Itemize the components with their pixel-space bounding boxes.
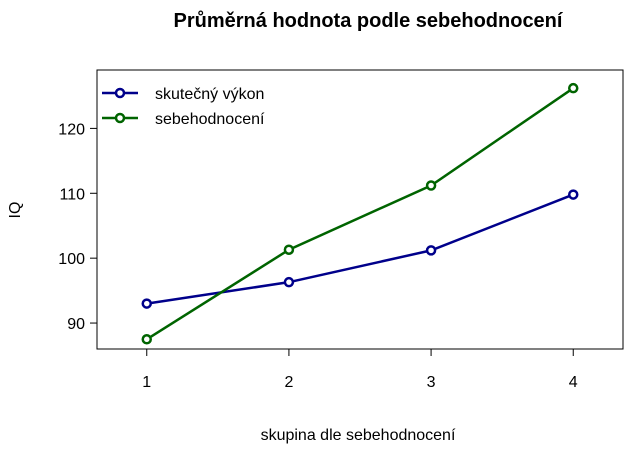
legend-label-1: skutečný výkon (155, 86, 264, 103)
chart-title: Průměrná hodnota podle sebehodnocení (174, 10, 564, 32)
legend-marker-2 (114, 112, 126, 124)
series-1-point-2 (283, 276, 295, 288)
legend-label-2: sebehodnocení (155, 111, 265, 128)
series-2-point-1 (141, 334, 153, 345)
series-2-point-2 (283, 244, 295, 255)
series-1-point-3 (425, 245, 437, 256)
x-axis: 1 2 3 4 (142, 349, 578, 391)
x-tick-label-2: 2 (284, 374, 293, 391)
series-2-point-3 (425, 180, 437, 191)
legend: skutečný výkon sebehodnocení (102, 86, 265, 128)
x-tick-label-3: 3 (427, 374, 436, 391)
y-tick-label-120: 120 (58, 121, 85, 138)
x-tick-label-1: 1 (142, 374, 151, 391)
series-layer (141, 82, 579, 345)
series-line-1 (146, 193, 574, 305)
series-1-point-1 (141, 298, 153, 309)
y-tick-label-100: 100 (58, 251, 85, 268)
y-tick-label-90: 90 (67, 316, 85, 333)
legend-marker-1 (114, 87, 126, 99)
series-1-point-4 (567, 189, 579, 200)
x-tick-label-4: 4 (569, 374, 578, 391)
series-2-point-4 (567, 82, 579, 94)
x-axis-label: skupina dle sebehodnocení (261, 427, 456, 444)
y-tick-label-110: 110 (59, 186, 85, 203)
plot-frame (96, 69, 624, 350)
series-line-2 (146, 87, 574, 341)
y-axis-label: IQ (7, 202, 24, 219)
y-axis: 90 100 110 120 (58, 121, 97, 333)
